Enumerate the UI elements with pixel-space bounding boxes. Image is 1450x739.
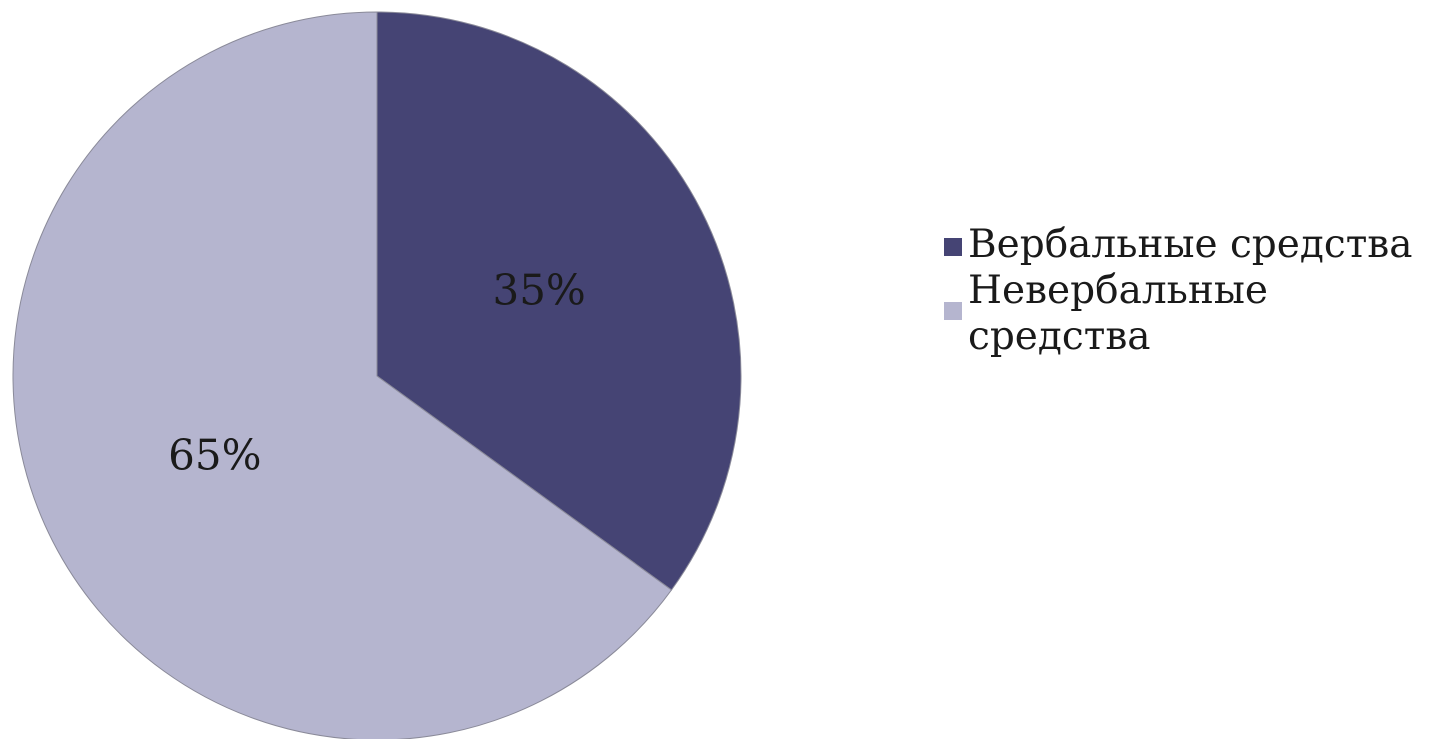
legend-swatch-verbal <box>944 238 962 256</box>
legend-item-nonverbal: Невербальные средства <box>944 268 1444 360</box>
data-label-nonverbal: 65% <box>168 431 261 480</box>
pie-slice-nonverbal <box>12 11 673 739</box>
data-label-verbal: 35% <box>492 265 585 314</box>
legend-item-verbal: Вербальные средства <box>944 222 1444 268</box>
pie-slice-verbal <box>376 11 742 591</box>
legend-swatch-nonverbal <box>944 302 962 320</box>
legend-label-nonverbal: Невербальные средства <box>968 268 1268 359</box>
pie-chart: 35% 65% <box>12 11 742 739</box>
legend: Вербальные средства Невербальные средств… <box>944 222 1444 360</box>
legend-label-verbal: Вербальные средства <box>968 222 1413 267</box>
